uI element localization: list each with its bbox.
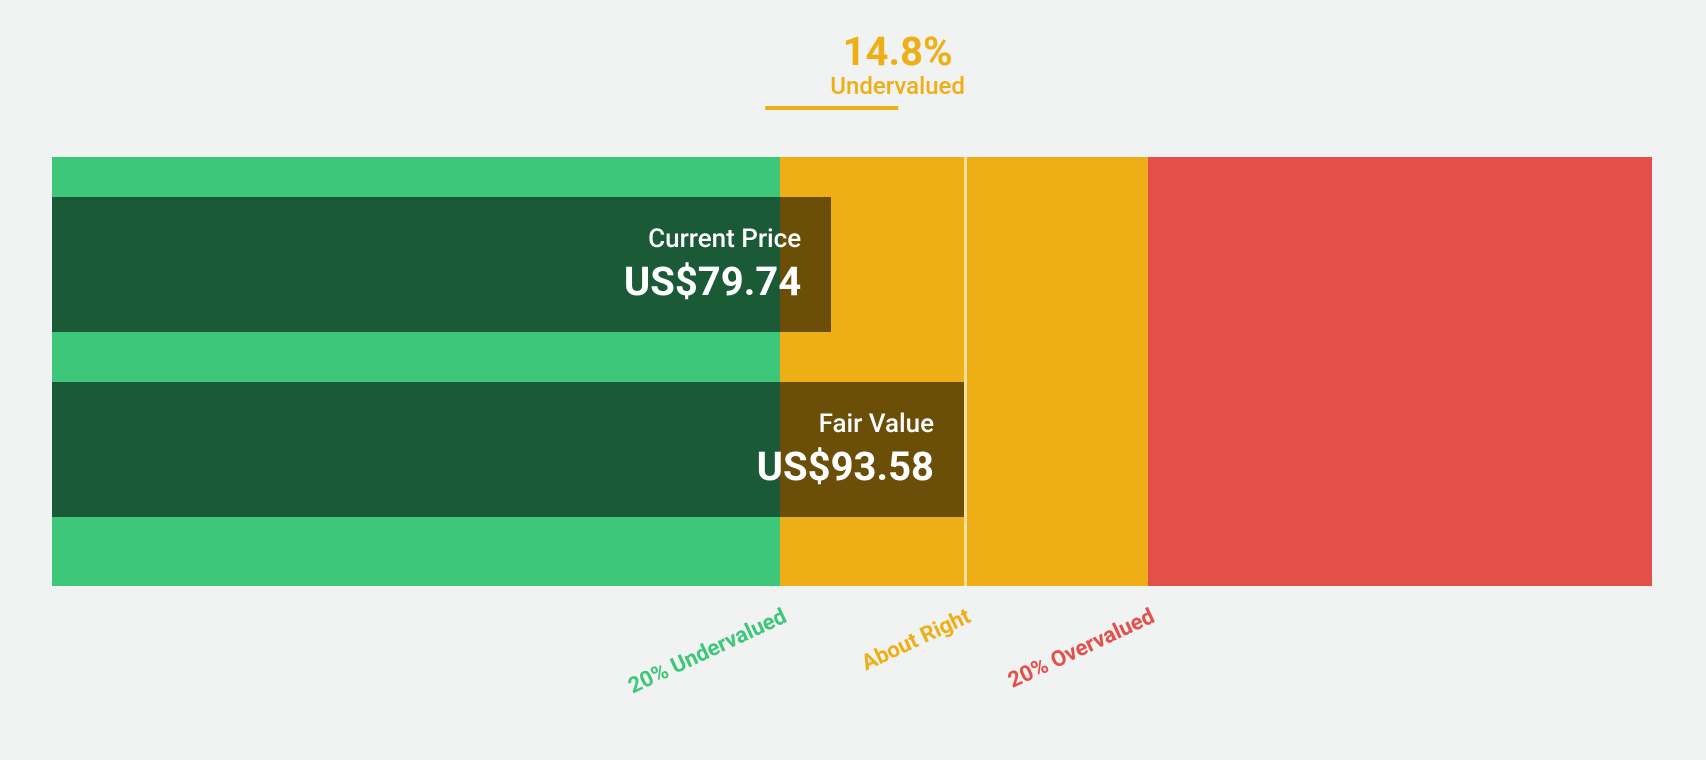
callout-subtext: Undervalued: [830, 72, 965, 100]
callout-underline: [766, 106, 899, 110]
callout-percent: 14.8%: [830, 30, 965, 74]
valuation-chart: Current Price US$79.74 Fair Value US$93.…: [52, 157, 1652, 586]
bar-fair-value: Fair Value US$93.58: [52, 382, 964, 517]
fair-value-marker: [964, 157, 967, 586]
axis-label-overvalued: 20% Overvalued: [1004, 604, 1158, 694]
axis-label-about-right: About Right: [858, 604, 975, 676]
bar-current-label: Current Price: [648, 224, 801, 254]
bar-fair-label: Fair Value: [819, 409, 934, 439]
valuation-callout: 14.8% Undervalued: [830, 30, 965, 100]
bar-current-value: US$79.74: [624, 258, 801, 305]
bar-fair-value-text: US$93.58: [757, 443, 934, 490]
bar-current-price: Current Price US$79.74: [52, 197, 831, 332]
axis-label-undervalued: 20% Undervalued: [625, 604, 791, 699]
zone-overvalued: [1148, 157, 1652, 586]
